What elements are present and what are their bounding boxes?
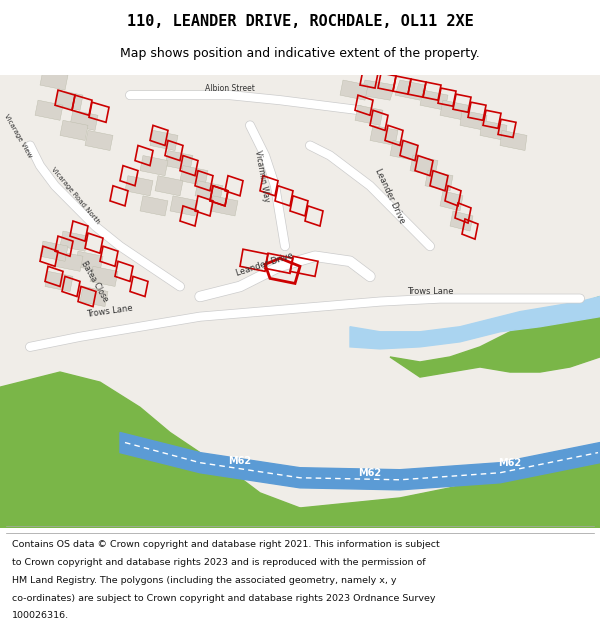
- Polygon shape: [450, 211, 473, 231]
- Polygon shape: [0, 372, 300, 528]
- Text: Batea Close: Batea Close: [80, 259, 110, 303]
- Polygon shape: [360, 80, 395, 100]
- Text: Map shows position and indicative extent of the property.: Map shows position and indicative extent…: [120, 48, 480, 61]
- Polygon shape: [150, 131, 178, 151]
- Polygon shape: [90, 266, 118, 286]
- Text: Vicarmin Way: Vicarmin Way: [253, 149, 271, 202]
- Polygon shape: [120, 432, 600, 490]
- Polygon shape: [355, 105, 383, 126]
- Polygon shape: [60, 120, 88, 141]
- Text: M62: M62: [229, 456, 251, 466]
- Polygon shape: [350, 296, 600, 349]
- Polygon shape: [85, 131, 113, 151]
- Polygon shape: [390, 296, 600, 377]
- Text: co-ordinates) are subject to Crown copyright and database rights 2023 Ordnance S: co-ordinates) are subject to Crown copyr…: [12, 594, 436, 602]
- Polygon shape: [70, 110, 98, 131]
- Polygon shape: [165, 151, 193, 171]
- Polygon shape: [125, 176, 153, 196]
- Text: M62: M62: [358, 468, 382, 478]
- Polygon shape: [80, 286, 108, 307]
- Polygon shape: [480, 120, 507, 141]
- Text: Vicarage View: Vicarage View: [3, 112, 33, 158]
- Polygon shape: [170, 196, 198, 216]
- Polygon shape: [180, 166, 208, 186]
- Text: Leander Drive: Leander Drive: [235, 251, 295, 278]
- Polygon shape: [35, 100, 63, 120]
- Text: Leander Drive: Leander Drive: [373, 167, 407, 225]
- Polygon shape: [420, 90, 448, 110]
- Polygon shape: [410, 156, 438, 176]
- Polygon shape: [440, 191, 463, 211]
- Polygon shape: [40, 241, 68, 261]
- Polygon shape: [60, 231, 88, 251]
- Polygon shape: [425, 171, 453, 191]
- Polygon shape: [55, 251, 83, 271]
- Polygon shape: [395, 80, 425, 100]
- Text: Albion Street: Albion Street: [205, 84, 255, 92]
- Polygon shape: [195, 181, 223, 201]
- Text: Trows Lane: Trows Lane: [86, 304, 134, 319]
- Text: 110, LEANDER DRIVE, ROCHDALE, OL11 2XE: 110, LEANDER DRIVE, ROCHDALE, OL11 2XE: [127, 14, 473, 29]
- Polygon shape: [40, 70, 68, 90]
- Text: 100026316.: 100026316.: [12, 611, 69, 621]
- Polygon shape: [460, 110, 487, 131]
- Polygon shape: [210, 196, 238, 216]
- Text: Vicarage Road North: Vicarage Road North: [50, 166, 100, 225]
- Polygon shape: [340, 80, 368, 100]
- Polygon shape: [140, 156, 168, 176]
- Polygon shape: [45, 271, 73, 291]
- Polygon shape: [370, 126, 398, 146]
- Text: Contains OS data © Crown copyright and database right 2021. This information is : Contains OS data © Crown copyright and d…: [12, 540, 440, 549]
- Polygon shape: [390, 141, 418, 161]
- Polygon shape: [300, 448, 600, 528]
- Text: to Crown copyright and database rights 2023 and is reproduced with the permissio: to Crown copyright and database rights 2…: [12, 558, 425, 567]
- Polygon shape: [140, 196, 168, 216]
- Polygon shape: [155, 176, 183, 196]
- Text: Trows Lane: Trows Lane: [407, 287, 453, 296]
- Text: HM Land Registry. The polygons (including the associated geometry, namely x, y: HM Land Registry. The polygons (includin…: [12, 576, 397, 584]
- Polygon shape: [55, 90, 83, 110]
- Polygon shape: [75, 251, 103, 271]
- Text: M62: M62: [499, 458, 521, 468]
- Polygon shape: [440, 100, 468, 120]
- Polygon shape: [500, 131, 527, 151]
